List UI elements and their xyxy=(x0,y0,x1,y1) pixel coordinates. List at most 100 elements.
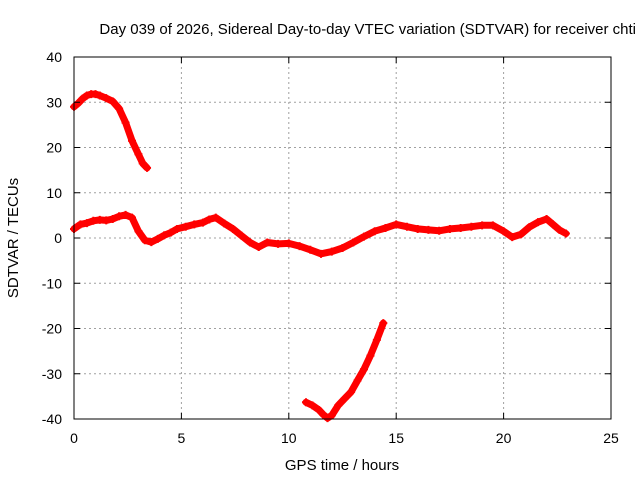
data-point xyxy=(121,210,130,219)
x-tick-label: 15 xyxy=(388,430,404,446)
data-point xyxy=(95,91,104,100)
data-point xyxy=(295,242,304,251)
data-point xyxy=(508,233,517,242)
data-point xyxy=(402,222,411,231)
data-point xyxy=(173,224,182,233)
data-point xyxy=(127,136,136,145)
data-point xyxy=(254,243,263,252)
data-point xyxy=(228,224,237,233)
y-tick-label: 20 xyxy=(46,140,62,156)
y-tick-label: 10 xyxy=(46,185,62,201)
data-point xyxy=(121,118,130,127)
y-tick-label: -30 xyxy=(42,366,62,382)
data-point xyxy=(353,376,362,385)
y-tick-label: -10 xyxy=(42,275,62,291)
data-point xyxy=(115,104,124,113)
data-point xyxy=(263,238,272,247)
data-point xyxy=(542,214,551,223)
grid-layer xyxy=(74,57,611,419)
data-point xyxy=(334,401,343,410)
data-point xyxy=(516,230,525,239)
data-point xyxy=(561,229,570,238)
data-point xyxy=(359,232,368,241)
data-point xyxy=(78,94,87,103)
data-point xyxy=(317,249,326,258)
data-point xyxy=(74,99,83,108)
data-point xyxy=(319,410,328,419)
data-point xyxy=(166,228,175,237)
data-point xyxy=(198,218,207,227)
data-point xyxy=(370,227,379,236)
y-tick-label: 0 xyxy=(54,230,62,246)
data-point xyxy=(338,243,347,252)
data-point xyxy=(76,220,85,229)
x-tick-label: 5 xyxy=(178,430,186,446)
data-point xyxy=(246,238,255,247)
data-point xyxy=(115,212,124,221)
data-point xyxy=(413,224,422,233)
y-tick-label: -20 xyxy=(42,321,62,337)
data-point xyxy=(435,226,444,235)
y-tick-label: 30 xyxy=(46,94,62,110)
data-point xyxy=(220,219,229,228)
data-point xyxy=(108,214,117,223)
series-near-zero-trace xyxy=(70,211,570,258)
data-point xyxy=(555,225,564,234)
data-point xyxy=(379,319,388,328)
x-tick-label: 0 xyxy=(70,430,78,446)
y-axis-label: SDTVAR / TECUs xyxy=(5,178,22,298)
data-point xyxy=(381,224,390,233)
data-point xyxy=(366,351,375,360)
data-point xyxy=(147,238,156,247)
data-point xyxy=(138,159,147,168)
data-point xyxy=(153,234,162,243)
data-point xyxy=(349,238,358,247)
data-point xyxy=(82,91,91,100)
data-point xyxy=(91,90,100,99)
chart-title: Day 039 of 2026, Sidereal Day-to-day VTE… xyxy=(99,21,636,38)
series-layer xyxy=(70,90,570,423)
x-axis-label: GPS time / hours xyxy=(285,457,399,474)
x-tick-label: 25 xyxy=(603,430,619,446)
x-tick-label: 20 xyxy=(496,430,512,446)
data-point xyxy=(478,221,487,230)
data-point xyxy=(445,224,454,233)
data-point xyxy=(82,219,91,228)
data-point xyxy=(274,239,283,248)
data-point xyxy=(533,218,542,227)
data-point xyxy=(456,224,465,233)
data-point xyxy=(140,236,149,245)
label-layer: 0 5 10 15 20 25 -40 -30 -20 -10 0 10 20 30 40 xyxy=(42,49,619,446)
data-point xyxy=(340,394,349,403)
data-point xyxy=(499,227,508,236)
y-tick-label: 40 xyxy=(46,49,62,65)
data-point xyxy=(102,216,111,225)
data-point xyxy=(488,221,497,230)
x-tick-label: 10 xyxy=(281,430,297,446)
data-point xyxy=(306,245,315,254)
data-point xyxy=(323,414,332,423)
data-point xyxy=(308,401,317,410)
data-point xyxy=(160,231,169,240)
data-point xyxy=(549,220,558,229)
data-point xyxy=(134,227,143,236)
data-point xyxy=(301,398,310,407)
data-point xyxy=(143,163,152,172)
data-point xyxy=(181,222,190,231)
data-point xyxy=(237,231,246,240)
data-point xyxy=(467,222,476,231)
tick-layer xyxy=(73,56,612,420)
data-point xyxy=(372,335,381,344)
data-point xyxy=(127,213,136,222)
data-point xyxy=(314,405,323,414)
data-point xyxy=(327,247,336,256)
data-point xyxy=(134,150,143,159)
data-point xyxy=(211,213,220,222)
y-tick-label: -40 xyxy=(42,411,62,427)
data-point xyxy=(327,411,336,420)
data-point xyxy=(347,387,356,396)
data-point xyxy=(424,225,433,234)
data-point xyxy=(359,365,368,374)
